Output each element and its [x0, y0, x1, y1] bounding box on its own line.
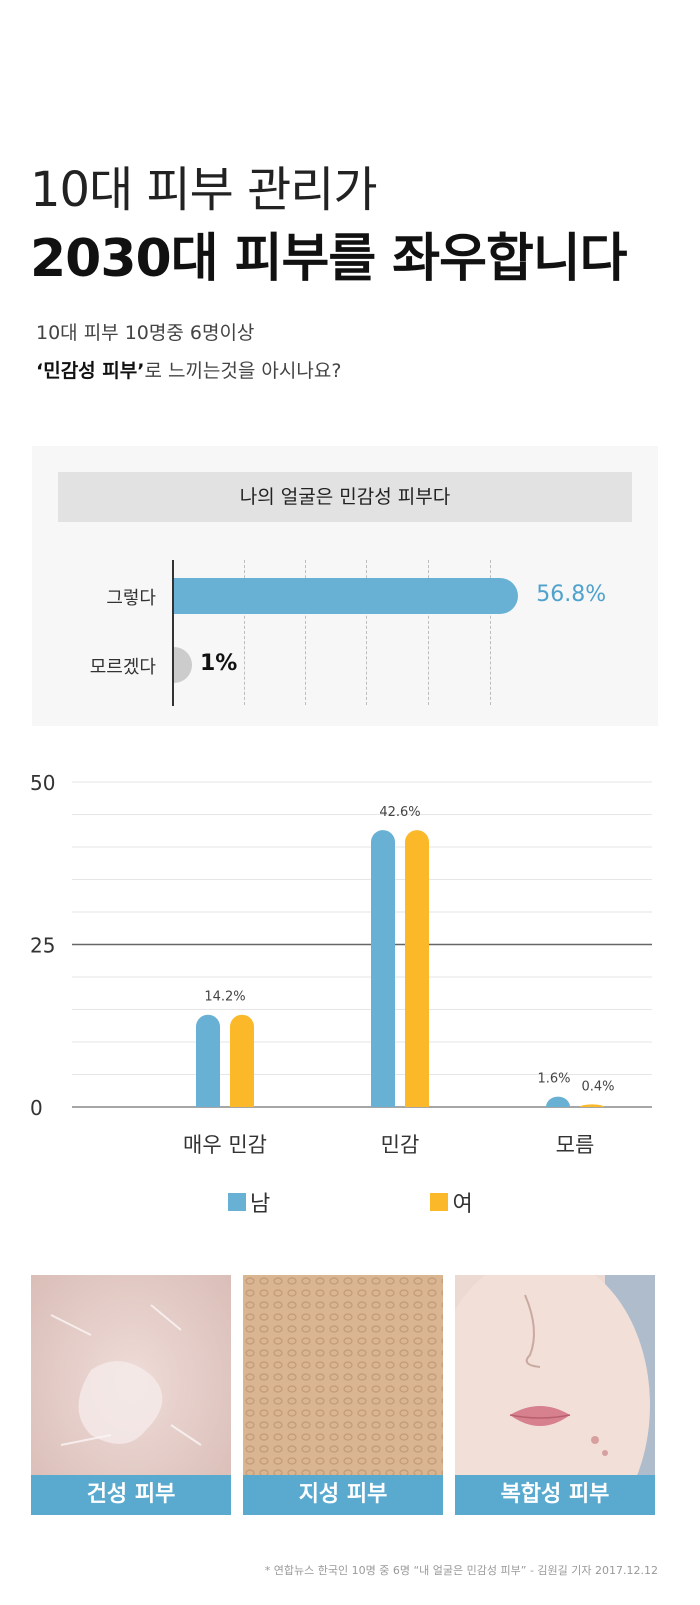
data-label: 14.2% [204, 990, 245, 1005]
x-category-label: 모름 [556, 1133, 595, 1157]
bar-female-2 [580, 1104, 604, 1107]
bar-male-0 [196, 1014, 220, 1107]
dry-skin-photo: 건성 피부 [31, 1275, 231, 1515]
source-footnote: * 연합뉴스 한국인 10명 중 6명 “내 얼굴은 민감성 피부” - 김원길… [264, 1564, 658, 1577]
survey-axis [172, 560, 174, 706]
x-category-label: 민감 [381, 1133, 420, 1157]
combination-skin-photo: 복합성 피부 [455, 1275, 655, 1515]
legend-swatch-male [228, 1193, 246, 1211]
survey-gridline [428, 560, 429, 705]
survey-bar-yes [174, 578, 519, 614]
survey-gridline [366, 560, 367, 705]
combination-skin-caption: 복합성 피부 [455, 1475, 655, 1515]
sensitivity-bar-chart: 50 25 0 매우 민감 민감 모름 14.2% 42.6% 1.6% 0.4% [30, 771, 652, 1157]
headline-line2: 2030대 피부를 좌우합니다 [30, 229, 627, 289]
bar-female-1 [405, 830, 429, 1107]
legend-swatch-female [430, 1193, 449, 1211]
survey-gridline [305, 560, 306, 705]
survey-value-yes: 56.8% [536, 582, 607, 607]
survey-row-label-unknown: 모르겠다 [89, 657, 156, 678]
data-label: 0.4% [581, 1079, 614, 1094]
subtitle-highlight: ‘민감성 피부’ [36, 360, 145, 382]
survey-title: 나의 얼굴은 민감성 피부다 [58, 472, 632, 522]
survey-gridline [490, 560, 491, 705]
legend-label-female: 여 [452, 1192, 473, 1217]
chart-legend: 남 여 [228, 1186, 473, 1218]
survey-value-unknown: 1% [200, 651, 238, 676]
bar-male-1 [371, 830, 395, 1107]
x-category-label: 매우 민감 [183, 1133, 267, 1157]
oily-skin-photo: 지성 피부 [243, 1275, 443, 1515]
subtitle-rest: 로 느끼는것을 아시나요? [144, 360, 342, 382]
headline-line1: 10대 피부 관리가 [30, 162, 378, 218]
survey-row-label-yes: 그렇다 [106, 588, 156, 609]
y-tick-label: 0 [30, 1096, 43, 1120]
subtitle-line2: ‘민감성 피부’로 느끼는것을 아시나요? [36, 356, 341, 383]
bar-male-2 [546, 1096, 570, 1107]
survey-bar-unknown [174, 647, 192, 683]
data-label: 1.6% [537, 1072, 570, 1087]
data-label: 42.6% [379, 805, 420, 820]
subtitle-line1: 10대 피부 10명중 6명이상 [36, 322, 255, 344]
y-tick-label: 25 [30, 934, 55, 958]
dry-skin-caption: 건성 피부 [31, 1475, 231, 1515]
survey-gridline [244, 560, 245, 705]
legend-label-male: 남 [250, 1192, 271, 1217]
oily-skin-caption: 지성 피부 [243, 1475, 443, 1515]
bar-female-0 [230, 1014, 254, 1107]
y-tick-label: 50 [30, 771, 55, 795]
